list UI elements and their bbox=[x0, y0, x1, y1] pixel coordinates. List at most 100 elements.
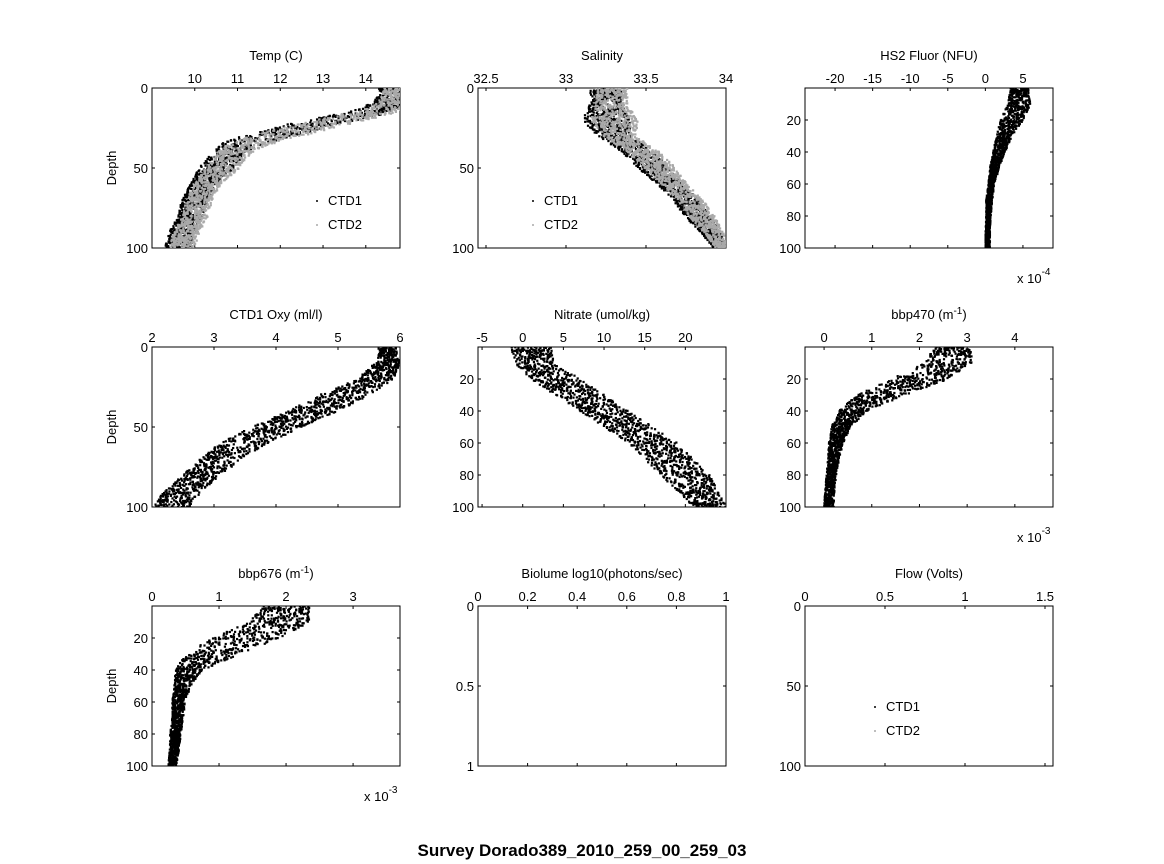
data-point bbox=[675, 197, 678, 200]
data-point bbox=[205, 201, 209, 204]
data-point bbox=[350, 118, 353, 121]
data-point bbox=[184, 237, 187, 240]
data-point bbox=[200, 216, 203, 220]
data-point bbox=[208, 185, 211, 188]
series-group bbox=[583, 88, 726, 248]
data-point bbox=[597, 100, 600, 103]
data-point bbox=[185, 209, 189, 212]
data-point bbox=[198, 198, 201, 202]
data-point bbox=[332, 114, 335, 118]
data-point bbox=[196, 178, 199, 182]
data-point bbox=[673, 194, 676, 197]
x-tick-label: 12 bbox=[273, 71, 287, 86]
data-point bbox=[204, 192, 208, 195]
data-point bbox=[275, 136, 278, 139]
data-point bbox=[196, 195, 199, 198]
data-point bbox=[272, 129, 275, 132]
data-point bbox=[186, 243, 189, 247]
data-point bbox=[180, 202, 184, 205]
data-point bbox=[350, 114, 353, 117]
data-point bbox=[233, 169, 237, 172]
data-point bbox=[194, 229, 197, 232]
data-point bbox=[402, 95, 404, 97]
data-point bbox=[643, 160, 646, 163]
data-point bbox=[592, 123, 595, 126]
data-point bbox=[206, 189, 210, 192]
data-point bbox=[231, 148, 234, 151]
data-point bbox=[183, 221, 186, 225]
data-point bbox=[180, 221, 184, 224]
data-point bbox=[627, 149, 630, 152]
data-point bbox=[180, 223, 184, 226]
data-point bbox=[246, 139, 249, 143]
data-point bbox=[185, 203, 189, 206]
data-point bbox=[198, 181, 201, 184]
data-point bbox=[328, 117, 331, 120]
data-point bbox=[401, 88, 403, 90]
data-point bbox=[313, 127, 317, 130]
data-point bbox=[196, 191, 199, 194]
data-point bbox=[229, 173, 232, 177]
data-point bbox=[188, 222, 191, 225]
data-point bbox=[408, 102, 410, 104]
data-point bbox=[381, 107, 384, 110]
data-point bbox=[332, 122, 335, 125]
data-point bbox=[656, 168, 659, 171]
data-point bbox=[373, 104, 376, 107]
data-point bbox=[234, 163, 237, 167]
legend-entry: CTD1 bbox=[328, 193, 362, 208]
data-point bbox=[377, 104, 380, 107]
data-point bbox=[390, 90, 394, 93]
data-point bbox=[389, 93, 393, 96]
data-point bbox=[296, 126, 299, 129]
data-point bbox=[364, 109, 367, 113]
data-point bbox=[638, 156, 641, 160]
data-point bbox=[215, 165, 218, 168]
data-point bbox=[209, 164, 212, 167]
data-point bbox=[231, 143, 234, 147]
data-point bbox=[618, 120, 622, 123]
data-point bbox=[200, 182, 203, 185]
data-point bbox=[381, 88, 384, 90]
data-point bbox=[186, 210, 189, 213]
data-point bbox=[396, 95, 400, 98]
data-point bbox=[364, 106, 367, 109]
data-point bbox=[403, 95, 405, 97]
data-point bbox=[227, 151, 231, 154]
data-point bbox=[670, 177, 674, 180]
data-point bbox=[403, 94, 405, 96]
data-point bbox=[622, 150, 625, 154]
data-point bbox=[178, 209, 181, 212]
data-point bbox=[199, 212, 202, 215]
data-point bbox=[641, 144, 644, 147]
data-point bbox=[216, 151, 219, 154]
data-point bbox=[243, 154, 246, 157]
data-point bbox=[183, 239, 186, 242]
data-point bbox=[365, 111, 368, 114]
data-point bbox=[215, 181, 218, 184]
data-point bbox=[589, 122, 592, 125]
data-point bbox=[228, 166, 232, 170]
data-point bbox=[202, 181, 205, 184]
chart-title: Temp (C) bbox=[249, 48, 302, 63]
data-point bbox=[210, 189, 213, 192]
data-point bbox=[244, 138, 247, 142]
data-point bbox=[401, 109, 403, 111]
data-point bbox=[716, 238, 719, 241]
data-point bbox=[302, 123, 306, 126]
data-point bbox=[370, 108, 373, 111]
data-point bbox=[192, 246, 195, 248]
data-point bbox=[195, 219, 199, 222]
data-point bbox=[190, 203, 194, 206]
data-point bbox=[292, 124, 296, 127]
data-point bbox=[672, 179, 675, 182]
data-point bbox=[406, 96, 408, 98]
data-point bbox=[331, 125, 334, 128]
data-point bbox=[209, 177, 213, 181]
data-point bbox=[660, 185, 663, 188]
data-point bbox=[248, 147, 251, 150]
data-point bbox=[249, 150, 253, 153]
data-point bbox=[334, 122, 337, 126]
data-point bbox=[271, 141, 274, 144]
data-point bbox=[403, 88, 405, 90]
